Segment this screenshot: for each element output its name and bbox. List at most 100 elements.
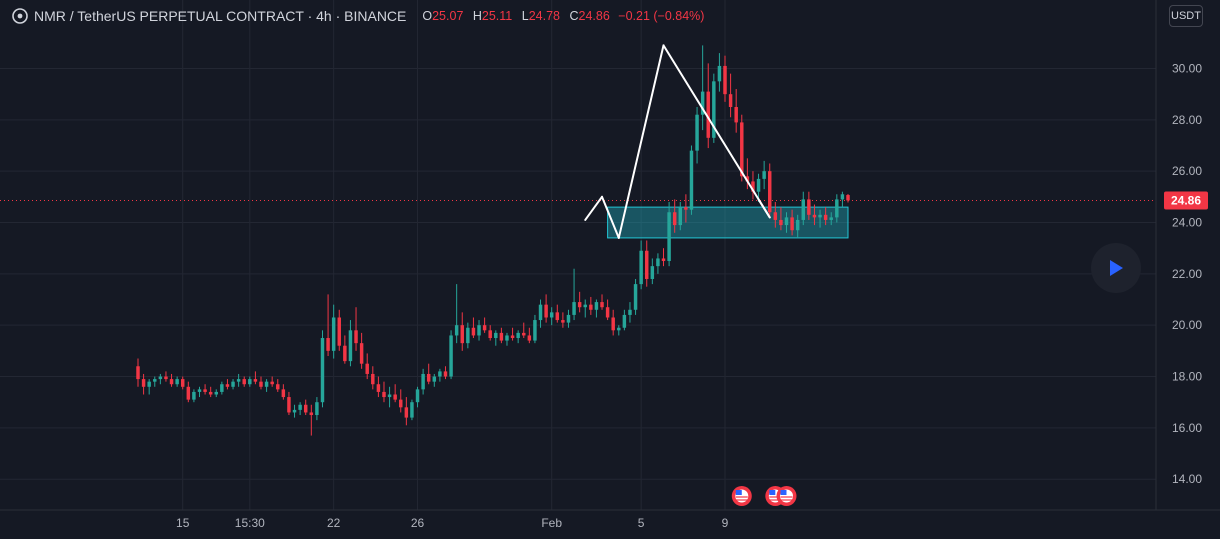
candle-body [728, 94, 733, 108]
open-key: O [422, 9, 433, 23]
candle-body [823, 214, 828, 220]
candle-body [661, 258, 666, 262]
candle-body [387, 394, 392, 398]
y-tick-label: 24.00 [1172, 216, 1202, 230]
candle-body [175, 379, 179, 385]
candle-body [158, 376, 163, 380]
candle-body [840, 194, 845, 200]
candle-body [605, 307, 610, 318]
candle-body [315, 402, 319, 416]
candle-body [186, 386, 191, 400]
replay-button[interactable] [1091, 243, 1141, 293]
candle-body [706, 91, 710, 138]
y-tick-label: 14.00 [1172, 472, 1202, 486]
candle-body [169, 379, 174, 385]
pattern-trendline[interactable] [662, 44, 771, 219]
play-icon [1110, 260, 1123, 276]
candle-body [236, 379, 241, 382]
candle-body [549, 312, 554, 318]
candle-body [276, 384, 280, 390]
candle-body [197, 389, 202, 392]
x-tick-label: 9 [722, 516, 729, 530]
candle-body [281, 389, 286, 398]
candle-body [303, 404, 308, 413]
pattern-trendline[interactable] [757, 198, 771, 219]
candle-body [600, 302, 604, 308]
candle-body [812, 214, 817, 218]
candle-body [432, 376, 437, 382]
candle-body [561, 320, 565, 323]
candle-body [505, 335, 509, 341]
candle-body [773, 212, 778, 220]
candle-body [689, 150, 694, 210]
pattern-trendline[interactable] [617, 44, 665, 239]
candle-body [700, 91, 705, 115]
candle-body [415, 389, 420, 403]
candle-body [141, 379, 146, 387]
high-value: 25.11 [481, 9, 513, 23]
candle-body [438, 371, 442, 377]
candle-body [460, 325, 464, 344]
candle-body [214, 391, 219, 395]
candle-body [343, 345, 347, 362]
candle-body [180, 379, 185, 387]
y-tick-label: 28.00 [1172, 113, 1202, 127]
candle-body [656, 258, 660, 267]
us-event-flag-icon[interactable] [776, 486, 797, 506]
candle-body [779, 219, 783, 226]
candle-body [365, 363, 369, 374]
candle-body [292, 409, 297, 413]
y-tick-label: 22.00 [1172, 267, 1202, 281]
candle-body [287, 397, 291, 413]
candle-body [522, 332, 526, 336]
flag-canton [735, 490, 742, 495]
ohlc-readout: O25.07 H25.11 L24.78 C24.86 −0.21 (−0.84… [416, 9, 704, 23]
pattern-trendline[interactable] [584, 195, 604, 221]
candle-body [790, 217, 794, 231]
candle-body [740, 122, 744, 177]
flag-canton [769, 490, 776, 495]
y-tick-label: 20.00 [1172, 318, 1202, 332]
candle-body [723, 65, 727, 95]
candle-body [354, 330, 358, 344]
pattern-trendline[interactable] [601, 195, 620, 239]
candle-body [147, 381, 151, 387]
us-event-flag-icon[interactable] [731, 486, 752, 506]
candle-body [499, 332, 504, 341]
candle-body [611, 317, 615, 331]
support-zone[interactable] [607, 206, 849, 239]
candle-body [208, 391, 213, 395]
candle-body [807, 199, 811, 215]
candle-body [645, 250, 649, 279]
candle-body [510, 335, 515, 339]
tradingview-logo-icon [12, 8, 28, 24]
candle-body [454, 325, 459, 336]
currency-button[interactable]: USDT [1169, 5, 1203, 27]
candle-body [426, 373, 431, 382]
candle-body [572, 302, 576, 315]
candle-body [376, 384, 381, 392]
candle-body [264, 381, 269, 387]
candle-body [784, 217, 789, 226]
x-tick-label: 15:30 [235, 516, 265, 530]
candle-body [835, 199, 839, 218]
x-tick-label: Feb [541, 516, 562, 530]
candle-body [684, 207, 688, 210]
symbol-title[interactable]: NMR / TetherUS PERPETUAL CONTRACT · 4h ·… [34, 8, 407, 24]
candle-body [533, 320, 537, 341]
candle-body [494, 332, 498, 339]
candle-body [231, 381, 235, 387]
candle-body [751, 181, 755, 192]
low-value: 24.78 [528, 9, 560, 23]
candle-body [404, 407, 409, 418]
candle-body [555, 312, 560, 321]
candle-body [220, 384, 224, 392]
candle-body [259, 381, 263, 387]
candle-body [672, 212, 677, 226]
x-tick-label: 15 [176, 516, 190, 530]
candle-body [399, 399, 403, 408]
candle-body [717, 65, 722, 82]
candle-body [326, 338, 330, 351]
